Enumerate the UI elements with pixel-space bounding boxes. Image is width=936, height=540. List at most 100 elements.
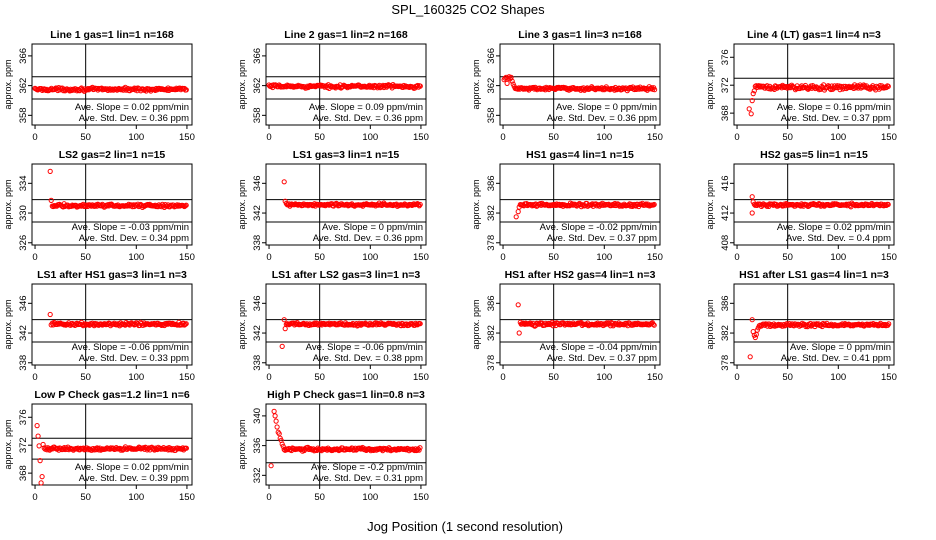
data-point	[164, 320, 170, 326]
x-tick-label: 50	[782, 372, 793, 383]
std-dev-annotation: Ave. Std. Dev. = 0.4 ppm	[786, 233, 891, 244]
std-dev-annotation: Ave. Std. Dev. = 0.36 ppm	[547, 113, 657, 124]
data-point	[509, 78, 515, 84]
data-point	[793, 85, 799, 92]
slope-annotation: Ave. Slope = 0 ppm/min	[322, 222, 423, 233]
slope-annotation: Ave. Slope = -0.06 ppm/min	[306, 342, 423, 353]
y-tick-label: 338	[18, 355, 29, 371]
data-point	[750, 91, 756, 97]
y-tick-label: 342	[18, 325, 29, 341]
x-tick-label: 150	[647, 372, 663, 383]
std-dev-annotation: Ave. Std. Dev. = 0.37 ppm	[547, 353, 657, 364]
panel-title: HS1 gas=4 lin=1 n=15	[526, 149, 634, 161]
panel-title: LS2 gas=2 lin=1 n=15	[59, 149, 166, 161]
slope-annotation: Ave. Slope = 0.09 ppm/min	[309, 102, 423, 113]
x-tick-label: 150	[413, 492, 429, 503]
x-tick-label: 0	[734, 372, 739, 383]
data-point	[47, 311, 53, 318]
data-point	[273, 418, 279, 424]
x-tick-label: 50	[548, 372, 559, 383]
panel-title: Low P Check gas=1.2 lin=1 n=6	[34, 389, 189, 401]
y-axis-label: approx. ppm	[237, 299, 247, 349]
panel-14: High P Check gas=1 lin=0.8 n=3 0 50 100 150 3…	[237, 389, 429, 503]
y-axis-label: approx. ppm	[3, 299, 13, 349]
data-point	[515, 209, 521, 215]
std-dev-annotation: Ave. Std. Dev. = 0.36 ppm	[79, 113, 189, 124]
x-tick-label: 50	[548, 132, 559, 143]
figure-title: SPL_160325 CO2 Shapes	[391, 2, 545, 17]
data-points	[746, 82, 891, 117]
data-point	[650, 321, 656, 327]
slope-annotation: Ave. Slope = -0.03 ppm/min	[72, 222, 189, 233]
x-tick-label: 150	[647, 132, 663, 143]
x-tick-label: 100	[128, 372, 144, 383]
y-tick-label: 376	[720, 49, 731, 65]
x-tick-label: 50	[80, 132, 91, 143]
x-tick-label: 50	[80, 492, 91, 503]
y-tick-label: 330	[18, 205, 29, 221]
plot-frame	[733, 283, 895, 366]
data-point	[279, 343, 285, 349]
y-tick-label: 342	[252, 205, 263, 221]
data-point	[828, 86, 834, 93]
x-tick-label: 100	[128, 132, 144, 143]
plot-frame	[265, 43, 427, 126]
std-dev-annotation: Ave. Std. Dev. = 0.41 ppm	[781, 353, 891, 364]
y-tick-label: 386	[486, 175, 497, 191]
y-axis-label: approx. ppm	[237, 419, 247, 469]
y-tick-label: 336	[252, 438, 263, 454]
x-tick-label: 0	[500, 252, 505, 263]
data-points	[747, 317, 892, 360]
data-point	[281, 317, 287, 323]
x-tick-label: 100	[362, 252, 378, 263]
data-point	[183, 321, 189, 327]
x-tick-label: 50	[782, 132, 793, 143]
y-axis-label: approx. ppm	[3, 179, 13, 229]
data-points	[281, 179, 423, 209]
y-tick-label: 358	[252, 107, 263, 123]
x-tick-label: 150	[413, 132, 429, 143]
plot-frame	[265, 283, 427, 366]
x-tick-label: 100	[128, 252, 144, 263]
data-point	[749, 210, 755, 216]
panel-title: LS1 gas=3 lin=1 n=15	[293, 149, 400, 161]
data-point	[651, 322, 657, 328]
y-axis-label: approx. ppm	[3, 419, 13, 469]
plot-frame	[265, 163, 427, 246]
y-tick-label: 378	[486, 235, 497, 251]
data-point	[749, 317, 755, 323]
data-point	[416, 447, 422, 453]
y-tick-label: 366	[486, 48, 497, 64]
x-tick-label: 100	[830, 372, 846, 383]
y-tick-label: 366	[252, 48, 263, 64]
y-axis-label: approx. ppm	[705, 59, 715, 109]
y-tick-label: 338	[252, 355, 263, 371]
y-tick-label: 378	[486, 355, 497, 371]
data-points	[34, 423, 189, 486]
x-tick-label: 0	[32, 372, 37, 383]
data-point	[417, 445, 423, 451]
data-point	[652, 87, 658, 93]
x-tick-label: 100	[128, 492, 144, 503]
panel-title: LS1 after LS2 gas=3 lin=1 n=3	[272, 269, 421, 281]
data-points	[501, 74, 658, 94]
panel-3: Line 3 gas=1 lin=3 n=168 0 50 100 150 358 362 3…	[471, 29, 663, 143]
plot-frame	[31, 283, 193, 366]
slope-annotation: Ave. Slope = 0.02 ppm/min	[75, 102, 189, 113]
x-tick-label: 100	[830, 252, 846, 263]
slope-annotation: Ave. Slope = -0.06 ppm/min	[72, 342, 189, 353]
y-tick-label: 368	[18, 465, 29, 481]
panel-title: HS2 gas=5 lin=1 n=15	[760, 149, 868, 161]
y-tick-label: 382	[486, 325, 497, 341]
data-point	[280, 443, 286, 449]
x-tick-label: 150	[881, 372, 897, 383]
y-tick-label: 368	[720, 105, 731, 121]
y-axis-label: approx. ppm	[705, 299, 715, 349]
x-tick-label: 50	[314, 492, 325, 503]
data-point	[749, 194, 755, 200]
std-dev-annotation: Ave. Std. Dev. = 0.39 ppm	[79, 473, 189, 484]
y-tick-label: 386	[486, 295, 497, 311]
x-tick-label: 50	[548, 252, 559, 263]
std-dev-annotation: Ave. Std. Dev. = 0.38 ppm	[313, 353, 423, 364]
data-point	[417, 83, 423, 89]
